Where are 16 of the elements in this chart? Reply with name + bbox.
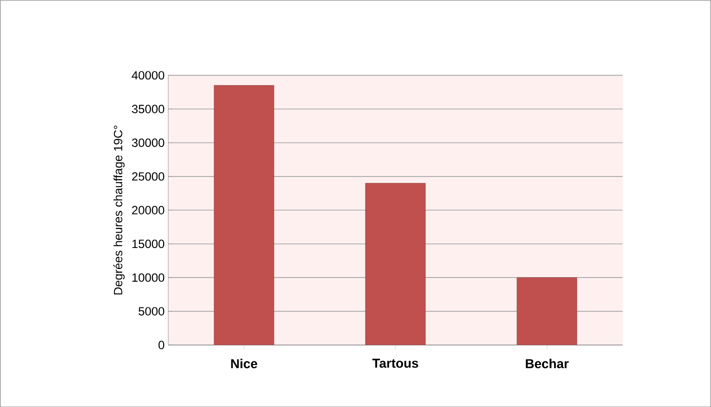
y-tick-label: 0 <box>158 340 164 350</box>
y-tick-label: 10000 <box>132 273 164 282</box>
y-tick-label: 40000 <box>132 70 164 80</box>
y-tick-label: 30000 <box>132 138 164 147</box>
bar <box>365 182 426 345</box>
x-tick-label: Tartous <box>372 358 418 368</box>
y-tick-label: 15000 <box>132 239 164 248</box>
bar <box>516 277 578 345</box>
y-tick-label: 5000 <box>138 306 164 316</box>
y-tick-label: 25000 <box>132 172 164 181</box>
y-tick-label: 20000 <box>132 206 164 214</box>
y-axis-title: Degrées heures chauffage 19C° <box>113 125 125 294</box>
bar <box>214 85 274 345</box>
x-tick-label: Bechar <box>526 358 569 368</box>
y-tick-label: 35000 <box>132 104 164 114</box>
x-tick-label: Nice <box>231 358 258 368</box>
